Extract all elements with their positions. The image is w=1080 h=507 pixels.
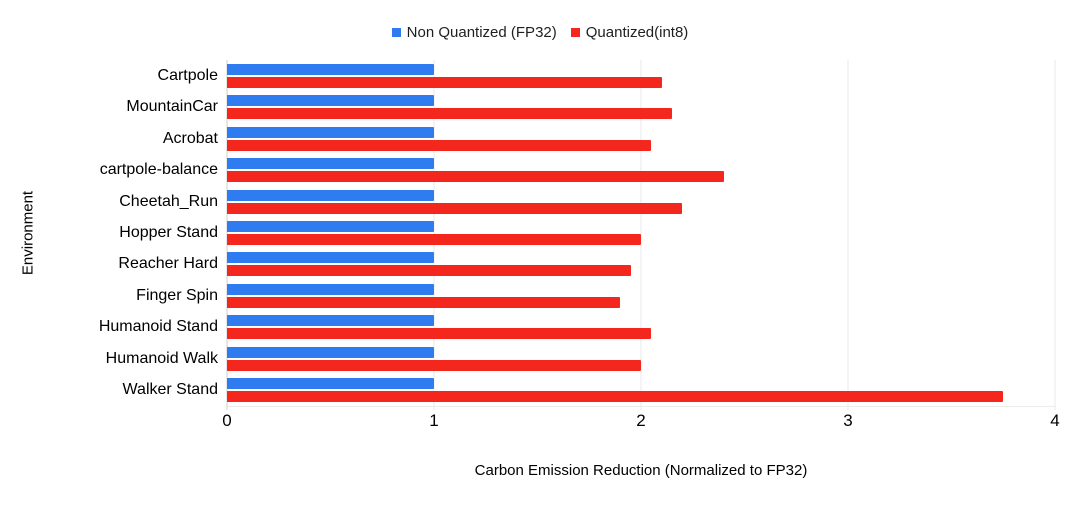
x-axis-tick-labels: 0 1 2 3 4 <box>222 411 1059 433</box>
category-row: Acrobat <box>163 123 1055 154</box>
bar-group <box>227 217 1055 248</box>
bar-quantized-int8 <box>227 202 683 214</box>
bar-non-quantized-fp32 <box>227 220 434 232</box>
bar-quantized-int8 <box>227 265 631 277</box>
category-row: Cheetah_Run <box>119 186 1055 217</box>
legend-label: Quantized(int8) <box>585 24 689 41</box>
category-row: Finger Spin <box>136 280 1055 311</box>
x-axis-title: Carbon Emission Reduction (Normalized to… <box>474 462 808 479</box>
bar-quantized-int8 <box>227 391 1004 403</box>
x-tick-label: 4 <box>1050 411 1060 430</box>
category-label: Humanoid Stand <box>98 318 218 336</box>
bar-non-quantized-fp32 <box>227 63 434 75</box>
bar-group <box>227 186 1055 217</box>
bar-quantized-int8 <box>227 139 652 151</box>
bar-group <box>227 91 1055 122</box>
category-row: Humanoid Walk <box>106 343 1055 374</box>
bar-rows: Cartpole MountainCar Acrobat cartpole-balan… <box>99 60 1055 406</box>
chart-legend: Non Quantized (FP32) Quantized(int8) <box>0 24 1080 41</box>
bar-non-quantized-fp32 <box>227 252 434 264</box>
bar-non-quantized-fp32 <box>227 283 434 295</box>
gridline <box>640 60 642 410</box>
legend-item-non-quantized-fp32: Non Quantized (FP32) <box>391 24 557 41</box>
bar-non-quantized-fp32 <box>227 95 434 107</box>
category-label: Walker Stand <box>122 381 218 399</box>
category-row: Reacher Hard <box>118 249 1055 280</box>
bar-group <box>227 312 1055 343</box>
bar-quantized-int8 <box>227 76 662 88</box>
x-tick-label: 1 <box>429 411 439 430</box>
bar-quantized-int8 <box>227 328 652 340</box>
bar-non-quantized-fp32 <box>227 346 434 358</box>
bar-non-quantized-fp32 <box>227 126 434 138</box>
gridline <box>847 60 849 410</box>
gridline <box>1054 60 1056 410</box>
category-row: Hopper Stand <box>119 217 1055 248</box>
bar-quantized-int8 <box>227 171 724 183</box>
category-row: MountainCar <box>126 91 1055 122</box>
category-label: MountainCar <box>126 98 218 116</box>
category-label: Humanoid Walk <box>105 349 218 367</box>
legend-label: Non Quantized (FP32) <box>406 24 557 41</box>
bar-group <box>227 280 1055 311</box>
category-row: Humanoid Stand <box>99 312 1055 343</box>
bar-non-quantized-fp32 <box>227 378 434 390</box>
bar-quantized-int8 <box>227 359 641 371</box>
bar-non-quantized-fp32 <box>227 158 434 170</box>
category-label: Cheetah_Run <box>119 192 218 210</box>
plot-area: Cartpole MountainCar Acrobat cartpole-balan… <box>99 60 1056 410</box>
bar-quantized-int8 <box>227 108 673 120</box>
category-label: Reacher Hard <box>118 255 218 273</box>
x-tick-label: 2 <box>636 411 646 430</box>
x-tick-label: 3 <box>843 411 853 430</box>
bar-group <box>227 343 1055 374</box>
category-label: Hopper Stand <box>119 223 218 241</box>
bar-quantized-int8 <box>227 233 641 245</box>
category-label: Acrobat <box>162 129 218 147</box>
legend-swatch-icon <box>570 28 580 37</box>
bar-quantized-int8 <box>227 296 621 308</box>
bar-group <box>227 154 1055 185</box>
bar-non-quantized-fp32 <box>227 315 434 327</box>
bar-non-quantized-fp32 <box>227 189 434 201</box>
y-axis-title: Environment <box>19 190 37 276</box>
category-row: Cartpole <box>158 60 1055 91</box>
category-label: Finger Spin <box>136 286 218 304</box>
bar-group <box>227 249 1055 280</box>
bar-group <box>227 123 1055 154</box>
bar-group <box>227 375 1055 406</box>
bar-group <box>227 60 1055 91</box>
x-tick-label: 0 <box>222 411 232 430</box>
category-label: Cartpole <box>157 66 218 84</box>
legend-item-quantized-int8: Quantized(int8) <box>570 24 689 41</box>
category-row: cartpole-balance <box>100 154 1055 185</box>
legend-swatch-icon <box>391 28 401 37</box>
category-row: Walker Stand <box>123 375 1055 406</box>
category-label: cartpole-balance <box>99 161 218 179</box>
